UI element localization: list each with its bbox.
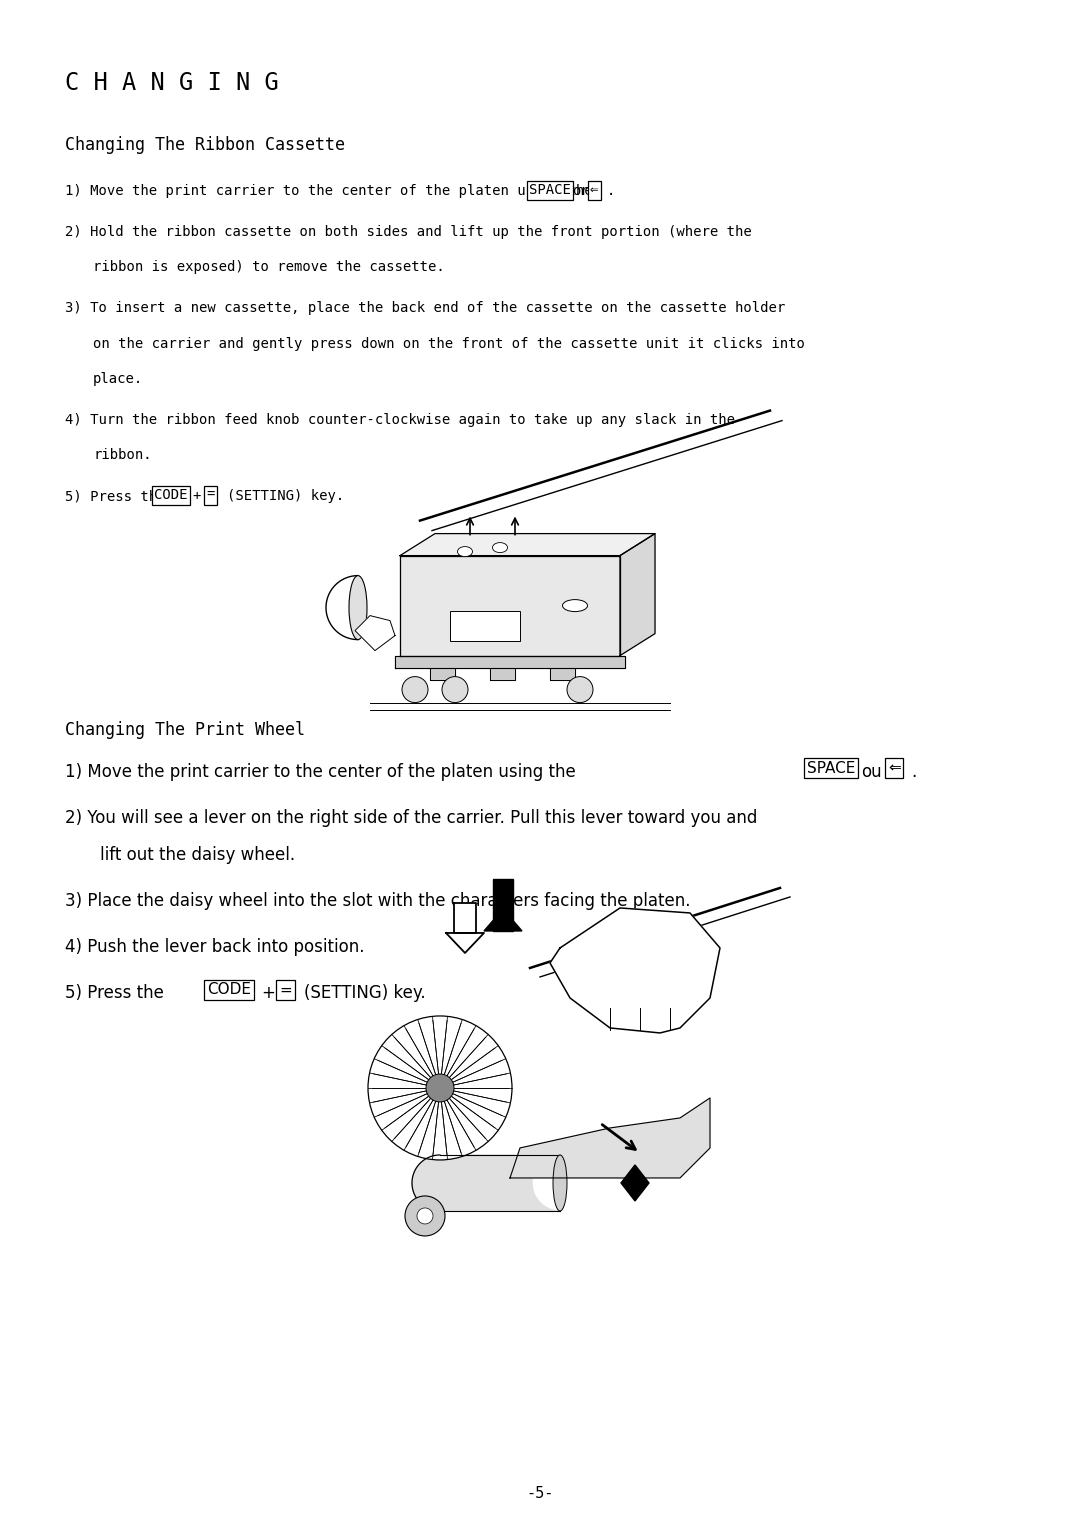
Circle shape xyxy=(402,676,428,702)
Polygon shape xyxy=(484,909,522,931)
Circle shape xyxy=(442,676,468,702)
Text: 2) Hold the ribbon cassette on both sides and lift up the front portion (where t: 2) Hold the ribbon cassette on both side… xyxy=(65,224,752,240)
Polygon shape xyxy=(454,903,476,932)
Polygon shape xyxy=(510,1099,710,1178)
Text: 2) You will see a lever on the right side of the carrier. Pull this lever toward: 2) You will see a lever on the right sid… xyxy=(65,809,757,827)
Polygon shape xyxy=(550,667,575,679)
Text: 3) Place the daisy wheel into the slot with the characters facing the platen.: 3) Place the daisy wheel into the slot w… xyxy=(65,893,690,909)
Polygon shape xyxy=(411,1155,561,1212)
FancyBboxPatch shape xyxy=(450,610,519,641)
Text: Changing The Print Wheel: Changing The Print Wheel xyxy=(65,720,305,739)
Text: SPACE: SPACE xyxy=(529,183,571,197)
Text: ⇐: ⇐ xyxy=(888,760,901,775)
Text: -5-: -5- xyxy=(526,1486,554,1502)
Ellipse shape xyxy=(553,1155,567,1212)
Text: .: . xyxy=(912,763,916,781)
Polygon shape xyxy=(400,534,654,555)
Text: ⇐: ⇐ xyxy=(590,183,598,197)
Text: (SETTING) key.: (SETTING) key. xyxy=(303,984,426,1003)
Polygon shape xyxy=(326,575,357,639)
Text: CODE: CODE xyxy=(207,983,251,998)
Text: ribbon.: ribbon. xyxy=(93,449,151,462)
Text: 4) Turn the ribbon feed knob counter-clockwise again to take up any slack in the: 4) Turn the ribbon feed knob counter-clo… xyxy=(65,414,735,427)
Text: 5) Press the: 5) Press the xyxy=(65,984,164,1003)
Text: (SETTING) key.: (SETTING) key. xyxy=(227,490,345,504)
Polygon shape xyxy=(492,879,513,931)
Text: ou: ou xyxy=(861,763,881,781)
Text: C H A N G I N G: C H A N G I N G xyxy=(65,72,279,95)
Circle shape xyxy=(426,1074,454,1102)
Text: 1) Move the print carrier to the center of the platen using the: 1) Move the print carrier to the center … xyxy=(65,763,576,781)
Circle shape xyxy=(405,1196,445,1236)
Text: +: + xyxy=(261,984,275,1003)
Polygon shape xyxy=(490,667,515,679)
Circle shape xyxy=(567,676,593,702)
Ellipse shape xyxy=(458,546,473,557)
Polygon shape xyxy=(430,667,455,679)
Polygon shape xyxy=(395,656,625,667)
Ellipse shape xyxy=(349,575,367,639)
Text: 3) To insert a new cassette, place the back end of the cassette on the cassette : 3) To insert a new cassette, place the b… xyxy=(65,301,785,316)
Text: Changing The Ribbon Cassette: Changing The Ribbon Cassette xyxy=(65,136,345,154)
Text: .: . xyxy=(607,185,616,198)
Text: 4) Push the lever back into position.: 4) Push the lever back into position. xyxy=(65,938,365,957)
Text: =: = xyxy=(206,488,214,502)
Text: SPACE: SPACE xyxy=(807,760,855,775)
Polygon shape xyxy=(620,534,654,656)
Polygon shape xyxy=(446,932,484,952)
Text: =: = xyxy=(279,983,292,998)
Text: +: + xyxy=(192,490,201,504)
Circle shape xyxy=(417,1209,433,1224)
Polygon shape xyxy=(621,1164,649,1201)
Ellipse shape xyxy=(563,600,588,612)
Text: place.: place. xyxy=(93,372,144,386)
Text: ribbon is exposed) to remove the cassette.: ribbon is exposed) to remove the cassett… xyxy=(93,261,445,275)
Circle shape xyxy=(368,1016,512,1160)
Polygon shape xyxy=(400,555,620,656)
Text: or: or xyxy=(572,185,589,198)
Text: 5) Press the: 5) Press the xyxy=(65,490,165,504)
Text: 1) Move the print carrier to the center of the platen using the: 1) Move the print carrier to the center … xyxy=(65,185,593,198)
Text: lift out the daisy wheel.: lift out the daisy wheel. xyxy=(100,845,295,864)
Ellipse shape xyxy=(492,543,508,552)
Polygon shape xyxy=(355,615,395,650)
Polygon shape xyxy=(550,908,720,1033)
Text: on the carrier and gently press down on the front of the cassette unit it clicks: on the carrier and gently press down on … xyxy=(93,337,805,351)
Text: CODE: CODE xyxy=(154,488,188,502)
